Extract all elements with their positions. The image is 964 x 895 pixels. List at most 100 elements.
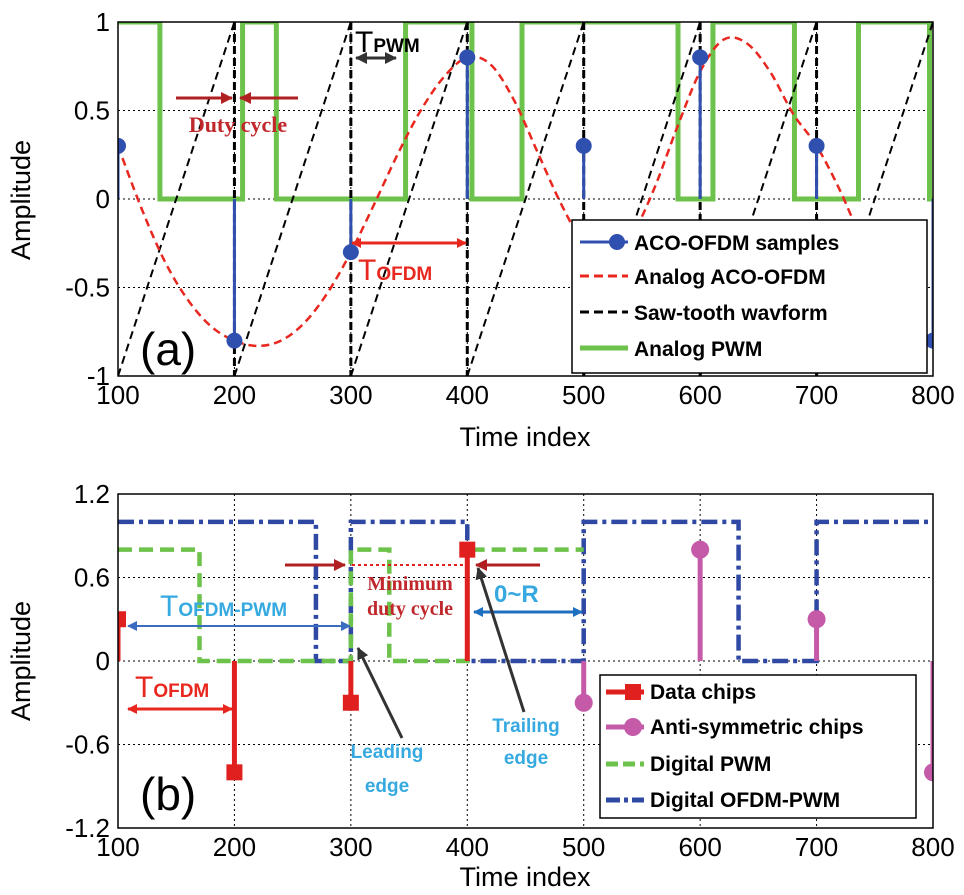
- sawtooth-ramp: [118, 22, 236, 376]
- sawtooth-ramp: [233, 22, 352, 376]
- panel-b-ytick-label: -1.2: [65, 813, 110, 843]
- panel-a-xtick-label: 600: [678, 380, 721, 410]
- trailing-edge-arrow: [475, 567, 526, 713]
- panel-a-xtick-label: 700: [795, 380, 838, 410]
- analog-pwm-line: [118, 22, 933, 202]
- panel-b-ytick-label: -0.6: [65, 730, 110, 760]
- trailing-edge-label: Trailing edge: [492, 716, 560, 769]
- panel-a-xtick-label: 300: [329, 380, 372, 410]
- legend-label-anti-chips: Anti-symmetric chips: [650, 716, 864, 739]
- panel-a-label: (a): [140, 323, 196, 375]
- anti-chip-marker: [691, 540, 710, 559]
- aco-sample-marker: [342, 244, 359, 261]
- data-chip-marker: [226, 764, 243, 781]
- legend-label-analog-pwm: Analog PWM: [634, 338, 762, 361]
- panel-b-xtick-label: 600: [678, 832, 721, 862]
- panel-a-ticks: 100 200 300 400 500 600 700 800 -1 -0.5 0 0.5 1: [65, 7, 955, 410]
- zero-to-r-label: 0~R: [494, 581, 539, 608]
- panel-b: 100 200 300 400 500 600 700 800-1.2-0.600.61.2 …: [6, 479, 955, 892]
- panel-b-xtick-label: 100: [96, 832, 139, 862]
- legend-label-digital-ofdm-pwm: Digital OFDM-PWM: [650, 789, 840, 812]
- legend-label-aco-samples: ACO-OFDM samples: [634, 232, 839, 255]
- panel-b-xtick-label: 200: [213, 832, 256, 862]
- legend-box-a: [571, 219, 928, 374]
- panel-a-ytick-label: -1: [87, 361, 110, 391]
- panel-b-ticks: 100 200 300 400 500 600 700 800 -1.2 -0.6 0 0.6 1.2: [65, 479, 955, 862]
- legend-label-sawtooth: Saw-tooth wavform: [634, 302, 828, 325]
- minimum-duty-annotation: Minimum duty cycle: [285, 559, 540, 620]
- panel-b-label: (b): [140, 768, 196, 820]
- panel-b-xtick-label: 500: [562, 832, 605, 862]
- legend-label-analog-aco: Analog ACO-OFDM: [634, 266, 826, 289]
- panel-b-ytick-label: 0: [96, 646, 110, 676]
- panel-b-frame: [117, 493, 934, 829]
- panel-b-ytick-label: 0.6: [74, 563, 110, 593]
- sawtooth-ramp: [466, 22, 585, 376]
- panel-b-plot: [118, 519, 933, 782]
- aco-sample-marker: [692, 49, 709, 66]
- panel-a-ytick-label: 0.5: [74, 96, 110, 126]
- leading-edge-arrow: [356, 647, 404, 739]
- panel-b-xlabel: Time index: [459, 862, 591, 892]
- legend-marker-data-chips: [625, 684, 641, 700]
- aco-sample-marker: [808, 137, 825, 154]
- sawtooth-ramp: [582, 22, 702, 376]
- legend-box-b: [599, 674, 917, 819]
- panel-a-xlabel: Time index: [459, 422, 591, 452]
- panel-a-ytick-label: 0: [96, 184, 110, 214]
- panel-b-xtick-label: 400: [446, 832, 489, 862]
- t-pwm-annotation: TPWM: [355, 26, 420, 64]
- trailing-edge-annotation: Trailing edge: [475, 567, 560, 769]
- panel-b-legend: Data chips Anti-symmetric chips Digital …: [599, 674, 917, 819]
- legend-marker-anti-chips: [624, 718, 642, 736]
- panel-a-xtick-label: 800: [911, 380, 954, 410]
- panel-a-xtick-label: 500: [562, 380, 605, 410]
- legend-item-digital-pwm: Digital PWM: [606, 753, 771, 776]
- t-ofdm-annotation-a: TOFDM: [351, 238, 467, 287]
- t-ofdm-pwm-annotation: TOFDM-PWM: [127, 590, 351, 631]
- anti-chip-marker: [574, 693, 593, 712]
- aco-sample-marker: [118, 137, 126, 154]
- panel-a-ytick-label: -0.5: [65, 273, 110, 303]
- legend-item-analog-aco: Analog ACO-OFDM: [580, 266, 826, 289]
- sawtooth-ramp: [699, 22, 818, 376]
- anti-chip-marker: [807, 610, 826, 629]
- t-ofdm-pwm-label: TOFDM-PWM: [160, 590, 287, 623]
- aco-sample-marker: [226, 332, 243, 349]
- t-pwm-label: TPWM: [355, 26, 420, 59]
- panel-b-xtick-label: 800: [911, 832, 954, 862]
- aco-sample-marker: [459, 49, 476, 66]
- t-ofdm-label-b: TOFDM: [135, 671, 209, 704]
- legend-item-sawtooth: Saw-tooth wavform: [580, 302, 828, 325]
- legend-item-data-chips: Data chips: [606, 681, 756, 704]
- legend-item-anti-chips: Anti-symmetric chips: [606, 716, 864, 739]
- sawtooth-ramp: [349, 22, 469, 376]
- data-chip-marker: [118, 611, 126, 628]
- legend-label-digital-pwm: Digital PWM: [650, 753, 771, 776]
- leading-edge-annotation: Leading edge: [351, 647, 424, 797]
- duty-cycle-label: Duty cycle: [189, 112, 288, 137]
- analog-aco-ofdm-line: [118, 36, 933, 348]
- aco-sample-marker: [575, 137, 592, 154]
- data-chip-marker: [459, 541, 476, 558]
- t-ofdm-annotation-b: TOFDM: [127, 671, 233, 714]
- legend-item-digital-ofdm-pwm: Digital OFDM-PWM: [606, 789, 840, 812]
- panel-a-xtick-label: 100: [96, 380, 139, 410]
- panel-a-ytick-label: 1: [96, 7, 110, 37]
- panel-b-xtick-label: 300: [329, 832, 372, 862]
- data-chip-marker: [342, 694, 359, 711]
- panel-a-frame: [117, 21, 934, 377]
- panel-b-ytick-label: 1.2: [74, 479, 110, 509]
- panel-a: 100 200 300 400 500 600 700 800 -1 -0.5 0 0.5 1 Ampl…: [6, 7, 955, 452]
- leading-edge-label: Leading edge: [351, 742, 424, 797]
- panel-b-ylabel: Amplitude: [6, 601, 36, 721]
- minimum-duty-label: Minimum duty cycle: [367, 573, 453, 620]
- panel-b-xtick-label: 700: [795, 832, 838, 862]
- legend-item-aco-samples: ACO-OFDM samples: [580, 232, 839, 255]
- panel-a-xtick-label: 400: [446, 380, 489, 410]
- t-ofdm-label-a: TOFDM: [358, 254, 432, 287]
- sawtooth-ramp: [815, 22, 933, 376]
- panel-a-legend: ACO-OFDM samples Analog ACO-OFDM Saw-too…: [571, 219, 928, 374]
- panel-a-ylabel: Amplitude: [6, 140, 36, 260]
